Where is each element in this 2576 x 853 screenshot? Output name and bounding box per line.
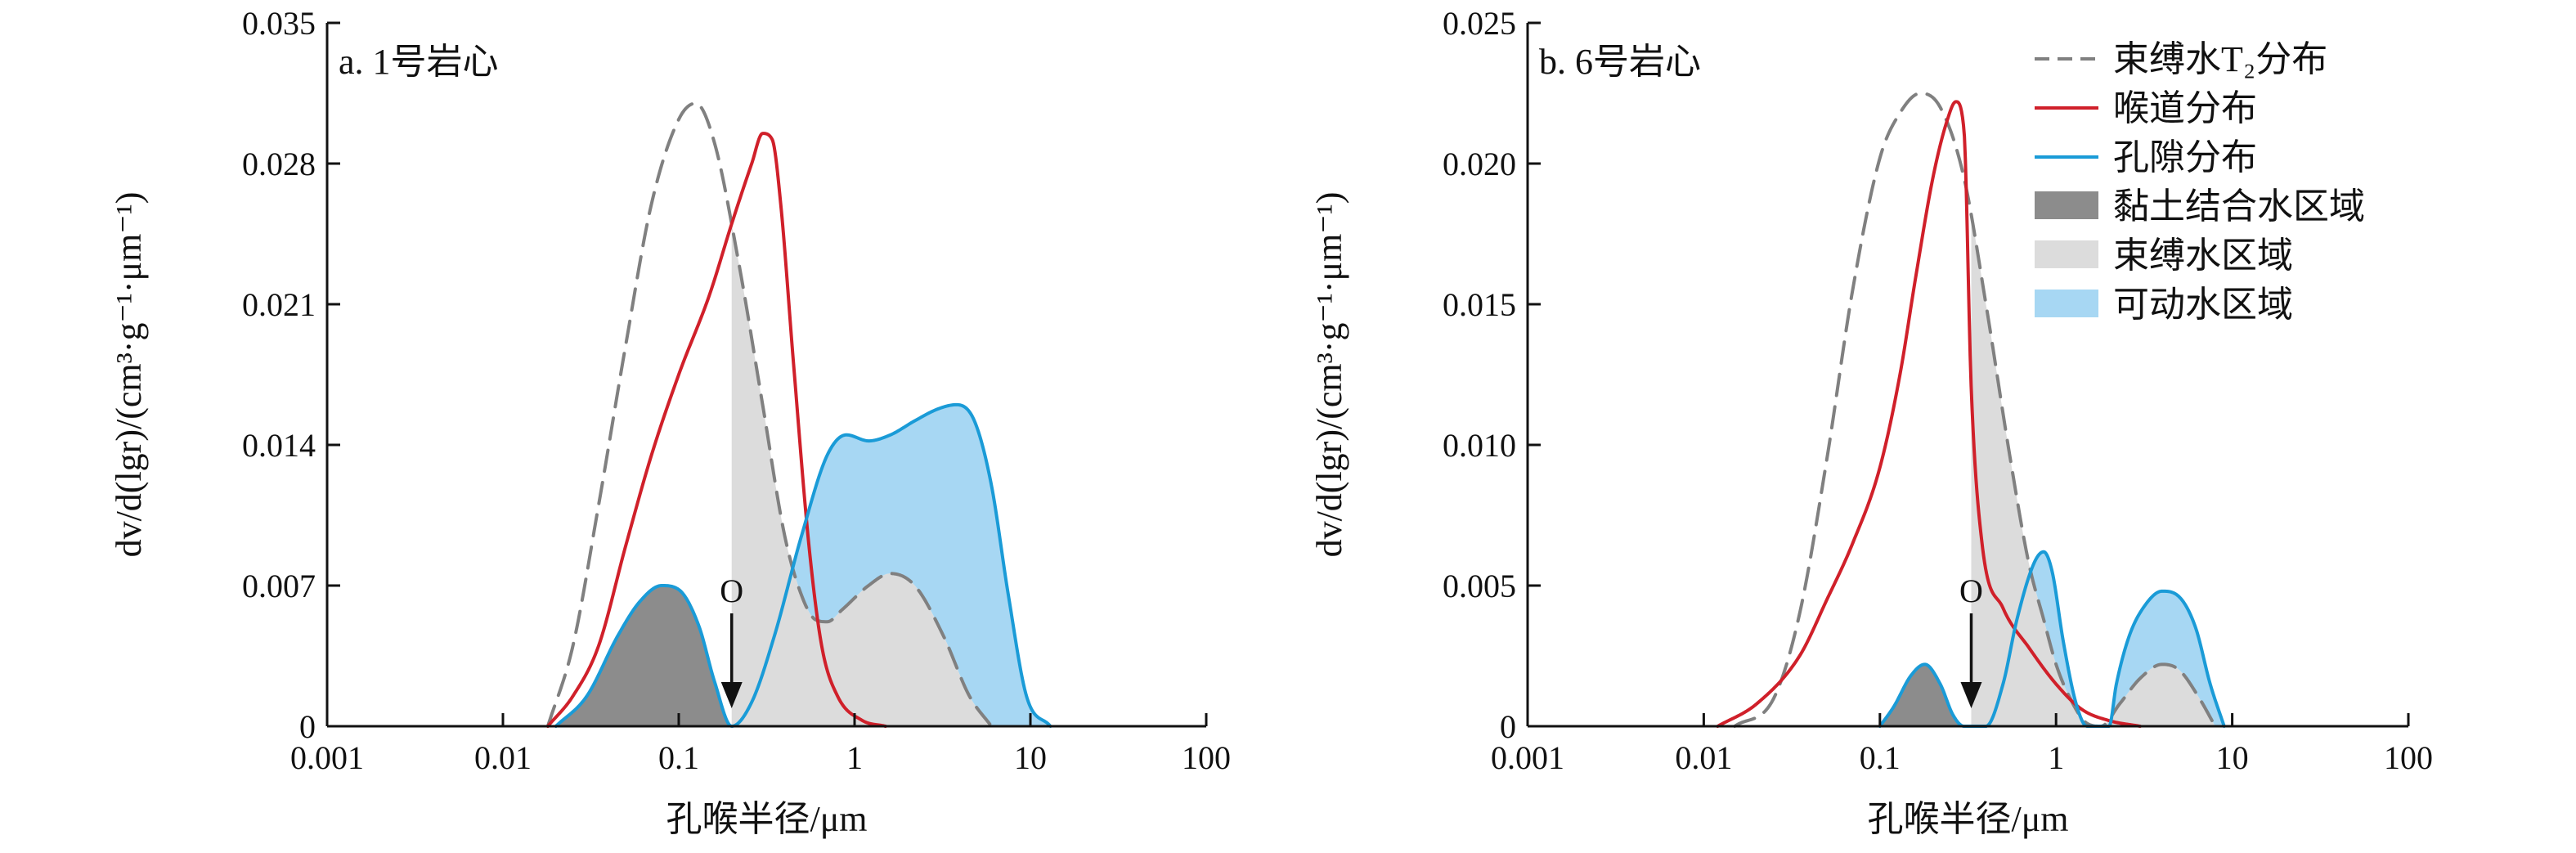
legend-label: 孔隙分布 [2113, 137, 2257, 177]
panel-label: b. 6号岩心 [1539, 42, 1701, 82]
y-tick-label-0-005: 0.005 [1443, 568, 1516, 604]
x-axis-title: 孔喉半径/μm [1867, 799, 2068, 839]
x-axis-title: 孔喉半径/μm [666, 799, 867, 839]
throat-distribution-curve [545, 132, 887, 728]
x-tick-label-100: 100 [2384, 739, 2433, 776]
legend-label: 喉道分布 [2113, 88, 2257, 128]
y-tick-label-0-028: 0.028 [242, 146, 316, 182]
legend-label: 束缚水T₂分布 [2113, 39, 2327, 79]
y-axis-title: dv/d(lgr)/(cm³·g⁻¹·μm⁻¹) [1309, 192, 1349, 558]
cutoff-marker-label: O [1959, 572, 1983, 609]
x-tick-label-10: 10 [2216, 739, 2249, 776]
x-tick-label-1: 1 [846, 739, 863, 776]
region-movable-water [731, 404, 1051, 726]
x-tick-label-0-1: 0.1 [1860, 739, 1901, 776]
chart-panel-2: 0.001 0.01 0.1 1 10 100 0 0.005 0.010 0.015 0.020 0… [1309, 5, 2433, 839]
legend-swatch [2035, 191, 2098, 219]
y-tick-label-0-010: 0.010 [1443, 427, 1516, 464]
x-tick-label-1: 1 [2048, 739, 2064, 776]
pore-distribution-curve [554, 402, 1052, 728]
region-bound-water [1971, 214, 2215, 727]
legend-item-2: 喉道分布 [2035, 88, 2257, 128]
region-movable-water [1971, 551, 2224, 726]
legend-item-5: 束缚水区域 [2035, 236, 2293, 276]
throat-distribution-curve [1716, 100, 2142, 728]
y-tick-label-0: 0 [299, 708, 316, 745]
y-tick-label-0-015: 0.015 [1443, 286, 1516, 323]
legend-swatch [2035, 290, 2098, 317]
cutoff-arrow-head [720, 682, 743, 708]
x-tick-label-0-1: 0.1 [658, 739, 699, 776]
y-tick-label-0-025: 0.025 [1443, 5, 1516, 42]
cutoff-arrow-head [1960, 682, 1982, 708]
y-tick-label-0-020: 0.020 [1443, 146, 1516, 182]
bound-water-t2-curve [1733, 92, 2217, 728]
legend-swatch [2035, 240, 2098, 268]
y-tick-label-0-021: 0.021 [242, 286, 316, 323]
x-tick-label-0-01: 0.01 [474, 739, 532, 776]
cutoff-marker-label: O [720, 572, 743, 609]
x-tick-label-0-001: 0.001 [1491, 739, 1564, 776]
x-tick-label-0-001: 0.001 [290, 739, 364, 776]
y-tick-label-0-007: 0.007 [242, 568, 316, 604]
region-clay-bound-water [555, 586, 732, 726]
x-tick-label-100: 100 [1182, 739, 1231, 776]
legend-item-1: 束缚水T₂分布 [2035, 39, 2327, 79]
region-bound-water [731, 223, 992, 726]
legend-item-4: 黏土结合水区域 [2035, 186, 2365, 227]
legend-label: 束缚水区域 [2113, 236, 2293, 276]
panel-label: a. 1号岩心 [339, 42, 499, 82]
legend-item-6: 可动水区域 [2035, 285, 2293, 325]
y-axis-title: dv/d(lgr)/(cm³·g⁻¹·μm⁻¹) [109, 192, 149, 558]
legend-label: 可动水区域 [2113, 285, 2293, 325]
bound-water-t2-curve [545, 101, 994, 728]
y-tick-label-0-035: 0.035 [242, 5, 316, 42]
x-tick-label-10: 10 [1014, 739, 1047, 776]
region-clay-bound-water [1879, 664, 1972, 726]
legend-label: 黏土结合水区域 [2113, 186, 2365, 227]
legend-item-3: 孔隙分布 [2035, 137, 2257, 177]
y-tick-label-0: 0 [1500, 708, 1516, 745]
x-tick-label-0-01: 0.01 [1675, 739, 1732, 776]
pore-distribution-curve [1878, 550, 2226, 728]
y-tick-label-0-014: 0.014 [242, 427, 316, 464]
chart-panel-1: 0.001 0.01 0.1 1 10 100 0 0.007 0.014 0.021 0.028 0… [109, 5, 1231, 839]
